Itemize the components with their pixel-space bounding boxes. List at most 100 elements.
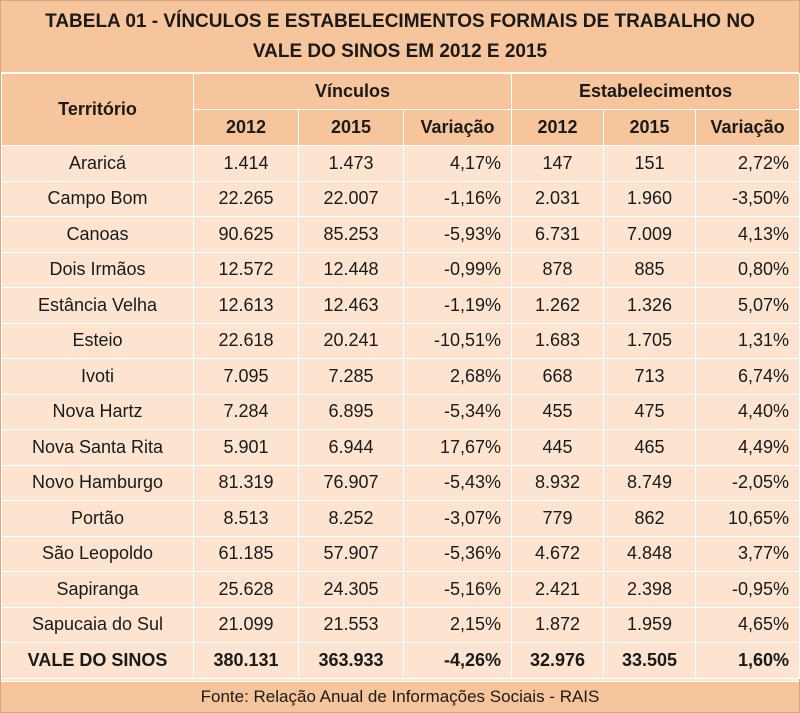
estab-2015-cell: 8.749 xyxy=(603,464,697,501)
table-row: Ivoti 7.095 7.285 2,68% 668 713 6,74% xyxy=(1,358,800,395)
estab-2015-cell: 862 xyxy=(603,500,697,537)
table-row: Sapiranga 25.628 24.305 -5,16% 2.421 2.398 -0,… xyxy=(1,571,800,608)
vinculos-variacao-cell: -5,43% xyxy=(402,464,513,501)
estab-2015-cell: 1.326 xyxy=(603,287,697,324)
territory-cell: Nova Santa Rita xyxy=(1,429,194,466)
vinculos-2012-cell: 81.319 xyxy=(193,464,299,501)
header-vinculos: Vínculos xyxy=(192,73,513,110)
estab-2012-cell: 8.932 xyxy=(511,464,605,501)
territory-cell: Nova Hartz xyxy=(1,393,194,430)
vinculos-2015-cell: 57.907 xyxy=(298,535,404,572)
vinculos-2015-cell: 22.007 xyxy=(298,180,404,217)
header-vinculos-2015: 2015 xyxy=(298,109,404,146)
estab-2012-cell: 147 xyxy=(511,145,605,182)
vinculos-variacao-cell: -3,07% xyxy=(402,500,513,537)
header-estab-2012: 2012 xyxy=(511,109,605,146)
estab-variacao-cell: 3,77% xyxy=(695,535,800,572)
vinculos-2012-cell: 61.185 xyxy=(193,535,299,572)
estab-variacao-cell: 4,40% xyxy=(695,393,800,430)
table-row: Nova Hartz 7.284 6.895 -5,34% 455 475 4,40% xyxy=(1,393,800,430)
vinculos-2012-cell: 5.901 xyxy=(193,429,299,466)
table-row: Campo Bom 22.265 22.007 -1,16% 2.031 1.960 -3,… xyxy=(1,180,800,217)
territory-cell: Ivoti xyxy=(1,358,194,395)
vinculos-2012-cell: 22.618 xyxy=(193,322,299,359)
estab-2015-cell: 4.848 xyxy=(603,535,697,572)
vinculos-2015-cell: 20.241 xyxy=(298,322,404,359)
territory-cell: São Leopoldo xyxy=(1,535,194,572)
territory-cell: Esteio xyxy=(1,322,194,359)
estab-2012-cell: 2.031 xyxy=(511,180,605,217)
vinculos-variacao-cell: -5,16% xyxy=(402,571,513,608)
header-territorio: Território xyxy=(1,73,194,146)
vinculos-2015-cell: 24.305 xyxy=(298,571,404,608)
territory-cell: Araricá xyxy=(1,145,194,182)
estab-variacao-cell: 6,74% xyxy=(695,358,800,395)
vinculos-variacao-cell: -10,51% xyxy=(402,322,513,359)
estab-variacao-cell: 2,72% xyxy=(695,145,800,182)
estab-2012-cell: 32.976 xyxy=(511,642,605,679)
vinculos-2015-cell: 76.907 xyxy=(298,464,404,501)
estab-2015-cell: 2.398 xyxy=(603,571,697,608)
vinculos-2015-cell: 12.463 xyxy=(298,287,404,324)
vinculos-variacao-cell: -0,99% xyxy=(402,251,513,288)
vinculos-2012-cell: 90.625 xyxy=(193,216,299,253)
vinculos-2015-cell: 21.553 xyxy=(298,606,404,643)
territory-cell: VALE DO SINOS xyxy=(1,642,194,679)
estab-variacao-cell: 4,13% xyxy=(695,216,800,253)
estab-variacao-cell: 1,31% xyxy=(695,322,800,359)
territory-cell: Sapiranga xyxy=(1,571,194,608)
territory-cell: Novo Hamburgo xyxy=(1,464,194,501)
vinculos-2015-cell: 1.473 xyxy=(298,145,404,182)
estab-2012-cell: 779 xyxy=(511,500,605,537)
estab-variacao-cell: 4,65% xyxy=(695,606,800,643)
table-row: Portão 8.513 8.252 -3,07% 779 862 10,65% xyxy=(1,500,800,537)
table-title-line-1: TABELA 01 - VÍNCULOS E ESTABELECIMENTOS … xyxy=(45,10,755,32)
estab-2015-cell: 1.705 xyxy=(603,322,697,359)
estab-2015-cell: 1.960 xyxy=(603,180,697,217)
vinculos-2012-cell: 12.572 xyxy=(193,251,299,288)
estab-2012-cell: 878 xyxy=(511,251,605,288)
vinculos-2015-cell: 85.253 xyxy=(298,216,404,253)
table-title-line-2: VALE DO SINOS EM 2012 E 2015 xyxy=(252,40,548,62)
estab-2012-cell: 1.262 xyxy=(511,287,605,324)
vinculos-variacao-cell: 17,67% xyxy=(402,429,513,466)
vinculos-2015-cell: 8.252 xyxy=(298,500,404,537)
table-row: Esteio 22.618 20.241 -10,51% 1.683 1.705 1,31% xyxy=(1,322,800,359)
header-estabelecimentos: Estabelecimentos xyxy=(511,73,800,110)
header-estab-2015: 2015 xyxy=(603,109,697,146)
estab-2012-cell: 668 xyxy=(511,358,605,395)
vinculos-2012-cell: 1.414 xyxy=(193,145,299,182)
vinculos-2015-cell: 6.895 xyxy=(298,393,404,430)
table-row: Canoas 90.625 85.253 -5,93% 6.731 7.009 4,13% xyxy=(1,216,800,253)
vinculos-variacao-cell: -5,34% xyxy=(402,393,513,430)
vinculos-2015-cell: 6.944 xyxy=(298,429,404,466)
vinculos-variacao-cell: -1,19% xyxy=(402,287,513,324)
vinculos-2012-cell: 12.613 xyxy=(193,287,299,324)
estab-variacao-cell: 1,60% xyxy=(695,642,800,679)
table-row: Dois Irmãos 12.572 12.448 -0,99% 878 885 0,80% xyxy=(1,251,800,288)
territory-cell: Estância Velha xyxy=(1,287,194,324)
estab-2012-cell: 455 xyxy=(511,393,605,430)
estab-2012-cell: 1.872 xyxy=(511,606,605,643)
vinculos-variacao-cell: -5,36% xyxy=(402,535,513,572)
vinculos-2015-cell: 7.285 xyxy=(298,358,404,395)
vinculos-2012-cell: 8.513 xyxy=(193,500,299,537)
data-table: Território Vínculos Estabelecimentos 201… xyxy=(1,73,800,679)
table-row: Araricá 1.414 1.473 4,17% 147 151 2,72% xyxy=(1,145,800,182)
vinculos-variacao-cell: -1,16% xyxy=(402,180,513,217)
source-note: Fonte: Relação Anual de Informações Soci… xyxy=(1,681,799,712)
vinculos-2015-cell: 12.448 xyxy=(298,251,404,288)
territory-cell: Campo Bom xyxy=(1,180,194,217)
vinculos-2015-cell: 363.933 xyxy=(298,642,404,679)
estab-2015-cell: 885 xyxy=(603,251,697,288)
estab-2015-cell: 475 xyxy=(603,393,697,430)
table-row: Novo Hamburgo 81.319 76.907 -5,43% 8.932 8.74… xyxy=(1,464,800,501)
vinculos-variacao-cell: 2,68% xyxy=(402,358,513,395)
vinculos-variacao-cell: -5,93% xyxy=(402,216,513,253)
vinculos-2012-cell: 21.099 xyxy=(193,606,299,643)
estab-2012-cell: 2.421 xyxy=(511,571,605,608)
table-row: São Leopoldo 61.185 57.907 -5,36% 4.672 4.848… xyxy=(1,535,800,572)
table-row: Sapucaia do Sul 21.099 21.553 2,15% 1.872 1.9… xyxy=(1,606,800,643)
estab-2012-cell: 1.683 xyxy=(511,322,605,359)
